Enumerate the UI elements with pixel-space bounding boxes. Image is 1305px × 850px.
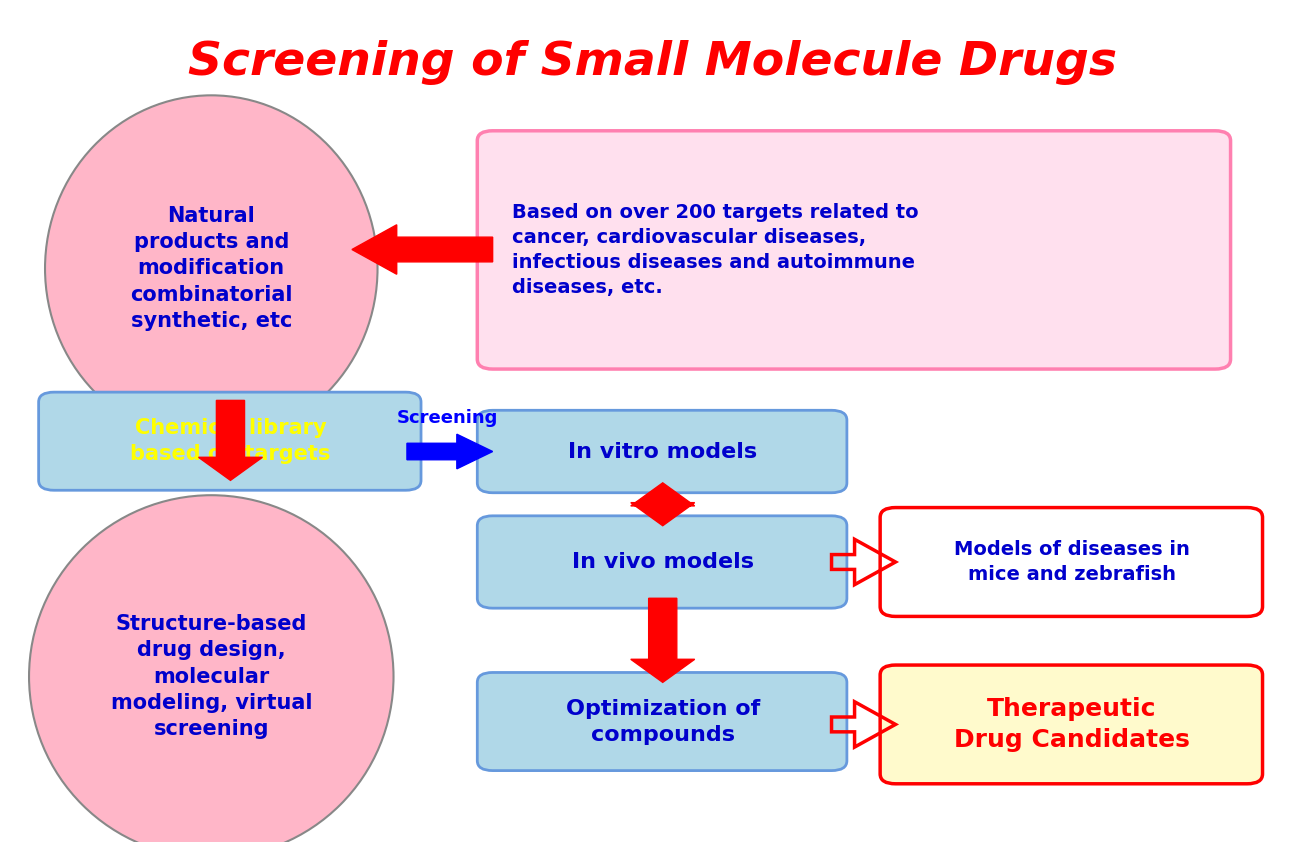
Ellipse shape [29,496,394,850]
Polygon shape [407,434,493,469]
Text: Based on over 200 targets related to
cancer, cardiovascular diseases,
infectious: Based on over 200 targets related to can… [512,203,919,298]
Text: Natural
products and
modification
combinatorial
synthetic, etc: Natural products and modification combin… [130,206,292,332]
Polygon shape [630,598,694,683]
FancyBboxPatch shape [478,516,847,608]
Text: Screening of Small Molecule Drugs: Screening of Small Molecule Drugs [188,40,1117,85]
FancyBboxPatch shape [39,392,422,490]
Text: In vitro models: In vitro models [568,441,757,462]
Ellipse shape [46,95,377,442]
FancyBboxPatch shape [478,411,847,493]
Text: In vivo models: In vivo models [572,552,754,572]
FancyBboxPatch shape [478,672,847,771]
Polygon shape [198,400,262,480]
Text: Models of diseases in
mice and zebrafish: Models of diseases in mice and zebrafish [954,540,1190,584]
FancyBboxPatch shape [880,665,1262,784]
Text: Chemical library
based on targets: Chemical library based on targets [130,417,330,464]
Text: Structure-based
drug design,
molecular
modeling, virtual
screening: Structure-based drug design, molecular m… [111,614,312,740]
Text: Therapeutic
Drug Candidates: Therapeutic Drug Candidates [954,697,1190,752]
FancyBboxPatch shape [880,507,1262,616]
Polygon shape [352,224,493,275]
Polygon shape [630,483,694,525]
Text: Optimization of
compounds: Optimization of compounds [565,699,760,745]
Text: Screening: Screening [397,409,499,427]
FancyBboxPatch shape [478,131,1231,369]
